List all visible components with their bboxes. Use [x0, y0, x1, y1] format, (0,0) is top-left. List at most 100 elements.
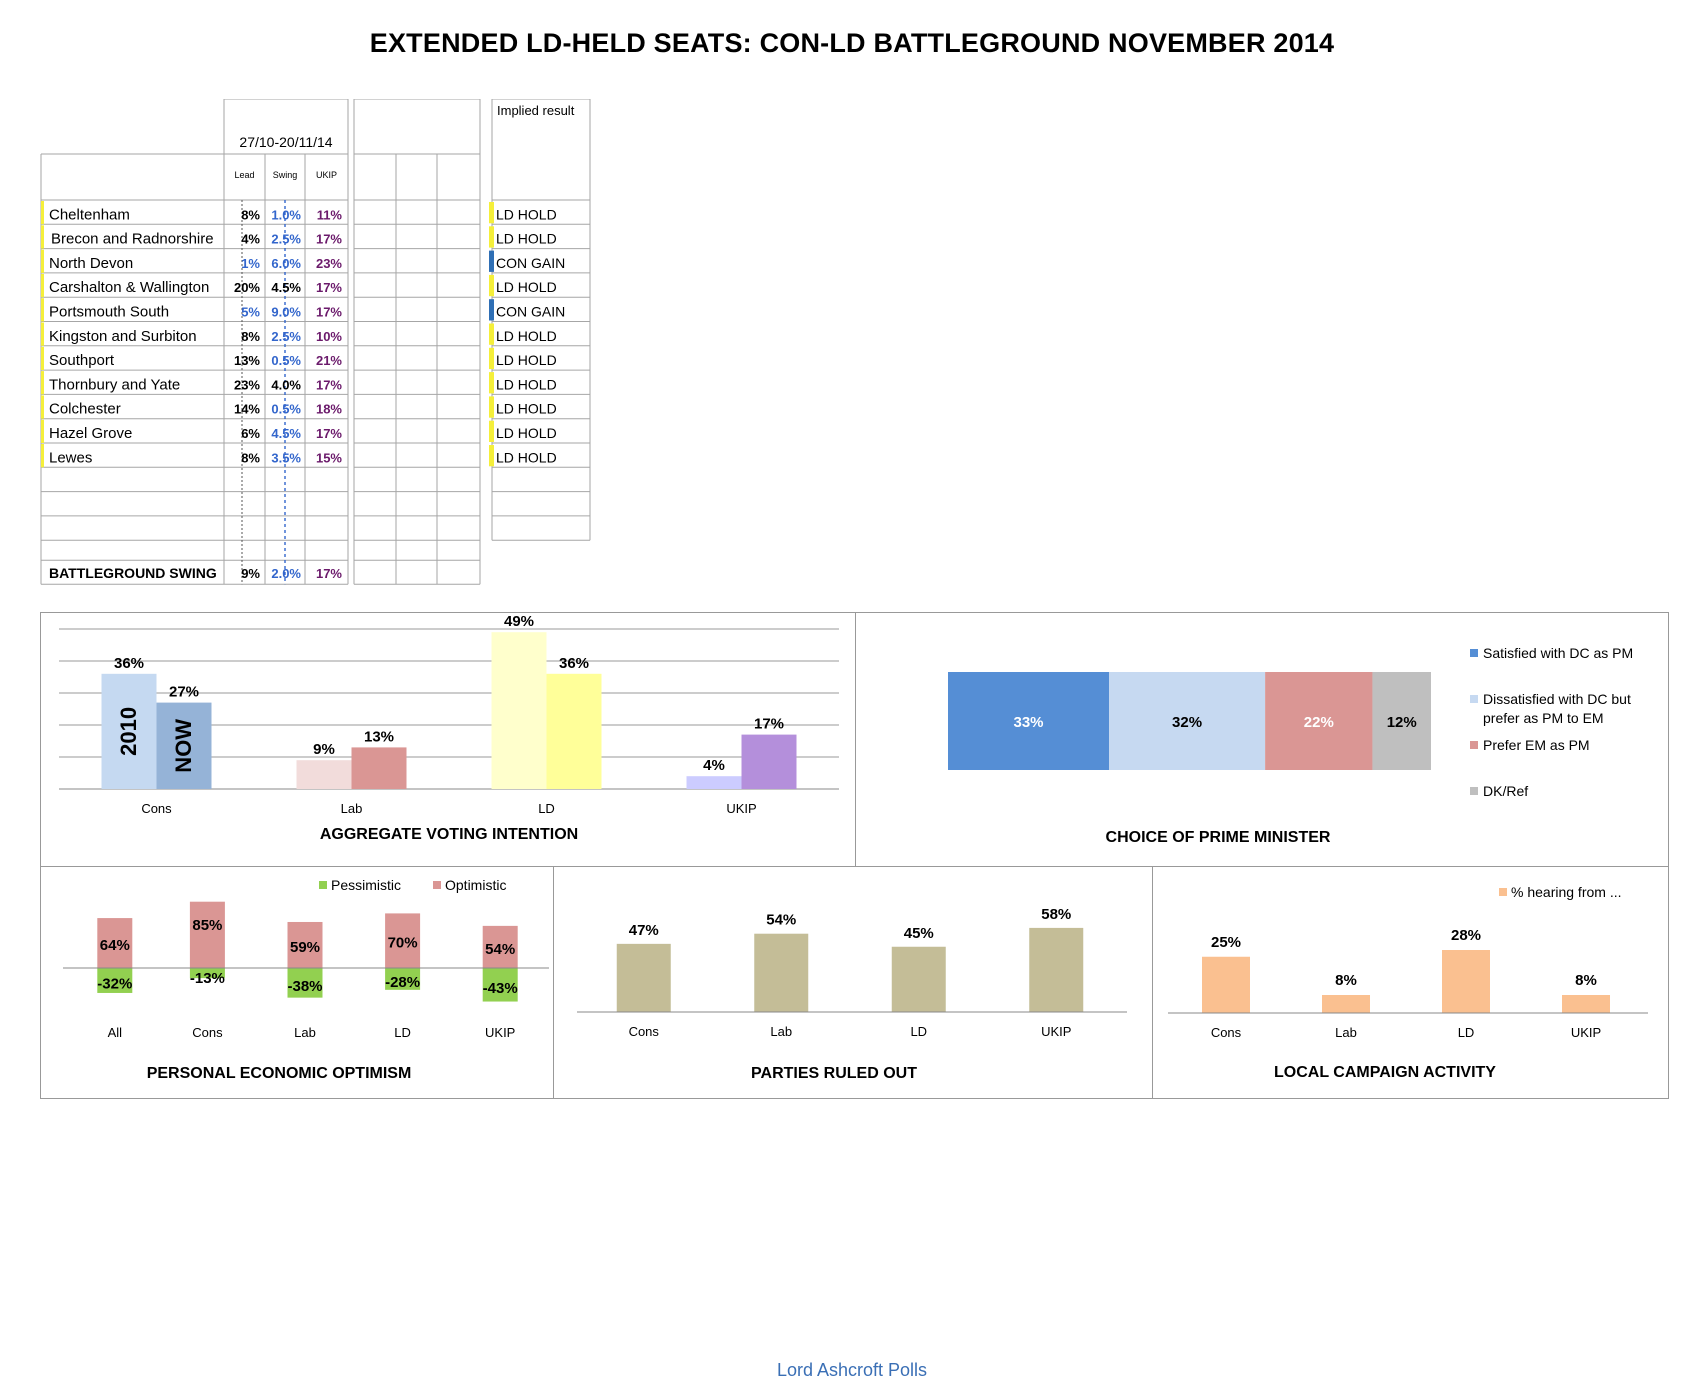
bar-label: 8%	[1575, 972, 1597, 989]
seat-name: Brecon and Radnorshire	[51, 231, 214, 248]
bar-label: 36%	[559, 655, 589, 672]
bar-label: 4%	[703, 757, 725, 774]
category-label: Lab	[1335, 1025, 1357, 1040]
legend-label-optimistic: Optimistic	[445, 877, 506, 893]
category-label: UKIP	[485, 1025, 515, 1040]
result-marker	[489, 396, 494, 418]
pessimistic-label: -32%	[97, 975, 132, 992]
swing-value: 0.5%	[271, 402, 301, 417]
optimistic-label: 85%	[192, 917, 222, 934]
pm-segment	[1372, 672, 1431, 770]
optimistic-label: 70%	[388, 935, 418, 952]
seat-marker	[41, 371, 44, 395]
parties-ruled-out-chart: 47% Cons 54% Lab 45% LD 58% UKIP PARTIES RULED O…	[577, 906, 1127, 1082]
bar-2010-ukip	[686, 776, 742, 789]
lead-header: Lead	[234, 170, 254, 180]
swing-value: 4.0%	[271, 377, 301, 392]
bar-label: 27%	[169, 684, 199, 701]
local-campaign-chart: 25% Cons 8% Lab 28% LD 8% UKIP % hearing from ..…	[1168, 884, 1648, 1081]
voting-intention-panel: 36% 2010 27% NOW Cons 9% 13% Lab 49% 36% LD 4% 17% UK…	[40, 612, 856, 867]
bar-2010-lab	[296, 760, 352, 789]
optimistic-label: 64%	[100, 937, 130, 954]
bar-label: 49%	[504, 613, 534, 630]
implied-result: LD HOLD	[496, 352, 557, 368]
category-label: Cons	[629, 1024, 660, 1039]
battleground-swing: 2.0%	[271, 566, 301, 581]
pessimistic-label: -43%	[483, 980, 518, 997]
bar-pessimistic-ld	[385, 968, 421, 990]
seat-name: Southport	[49, 352, 115, 369]
category-label: UKIP	[1041, 1024, 1071, 1039]
chart-title: CHOICE OF PRIME MINISTER	[1106, 829, 1331, 846]
lead-value: 8%	[241, 329, 260, 344]
category-label: Lab	[294, 1025, 316, 1040]
category-label: All	[108, 1025, 123, 1040]
seat-name: Kingston and Surbiton	[49, 328, 197, 345]
lead-value: 5%	[241, 305, 260, 320]
pm-segment	[1265, 672, 1373, 770]
seat-marker	[41, 225, 44, 249]
implied-result: LD HOLD	[496, 231, 557, 247]
swing-value: 2.5%	[271, 329, 301, 344]
pm-segment	[948, 672, 1109, 770]
series-name-label: NOW	[171, 719, 196, 773]
implied-result: LD HOLD	[496, 279, 557, 295]
seat-marker	[41, 419, 44, 443]
bar-2010-ld	[491, 632, 547, 789]
seat-marker	[41, 273, 44, 298]
seat-name: Portsmouth South	[49, 304, 169, 321]
bar-campaign-ld	[1442, 950, 1490, 1013]
seat-name: Carshalton & Wallington	[49, 279, 209, 296]
bar-campaign-cons	[1202, 956, 1250, 1013]
legend-swatch	[1499, 888, 1507, 896]
category-label: Cons	[141, 801, 172, 816]
economic-optimism-chart: 64% -32% All 85% -13% Cons 59% -38% Lab 70% -28% LD…	[63, 877, 549, 1082]
category-label: Cons	[192, 1025, 223, 1040]
swing-value: 4.5%	[271, 280, 301, 295]
legend-swatch-pessimistic	[319, 881, 327, 889]
result-marker	[489, 445, 494, 467]
bar-pessimistic-all	[97, 968, 133, 993]
seat-marker	[41, 444, 44, 468]
pm-segment-label: 32%	[1172, 714, 1202, 731]
ukip-value: 17%	[316, 232, 342, 247]
bar-ruled-out-lab	[754, 933, 809, 1012]
optimistic-label: 59%	[290, 939, 320, 956]
ukip-value: 17%	[316, 426, 342, 441]
lead-value: 23%	[234, 377, 260, 392]
bar-2010-cons	[101, 673, 157, 789]
battleground-ukip: 17%	[316, 566, 342, 581]
ukip-value: 21%	[316, 353, 342, 368]
result-marker	[489, 347, 494, 370]
result-marker	[489, 372, 494, 394]
bar-pessimistic-lab	[287, 968, 323, 998]
parties-ruled-out-panel: 47% Cons 54% Lab 45% LD 58% UKIP PARTIES RULED O…	[553, 866, 1153, 1099]
pm-segment-label: 33%	[1013, 714, 1043, 731]
legend-swatch	[1470, 649, 1478, 657]
period-label: 27/10-20/11/14	[239, 134, 332, 150]
legend-label-pessimistic: Pessimistic	[331, 877, 401, 893]
bar-label: 45%	[904, 925, 934, 942]
bar-label: 36%	[114, 655, 144, 672]
bar-label: 13%	[364, 728, 394, 745]
ukip-header: UKIP	[316, 170, 337, 180]
category-label: LD	[910, 1024, 927, 1039]
bar-optimistic-lab	[287, 921, 323, 968]
implied-result: LD HOLD	[496, 425, 557, 441]
bar-ruled-out-ukip	[1029, 927, 1084, 1012]
lead-value: 20%	[234, 280, 260, 295]
legend-label: Prefer EM as PM	[1483, 737, 1590, 753]
legend-swatch	[1470, 695, 1478, 703]
seat-name: Colchester	[49, 401, 121, 418]
seat-marker	[41, 395, 44, 419]
bar-label: 25%	[1211, 934, 1241, 951]
ukip-value: 15%	[316, 450, 342, 465]
pessimistic-label: -38%	[287, 978, 322, 995]
implied-result: LD HOLD	[496, 206, 557, 222]
seat-table: 27/10-20/11/14 Lead Swing UKIP Implied resul…	[40, 98, 600, 595]
implied-result: LD HOLD	[496, 401, 557, 417]
seat-name: Cheltenham	[49, 206, 130, 223]
swing-value: 6.0%	[271, 256, 301, 271]
battleground-lead: 9%	[241, 566, 260, 581]
prime-minister-panel: 33% 32% 22% 12% Satisfied with DC as PM Dissa…	[855, 612, 1669, 867]
